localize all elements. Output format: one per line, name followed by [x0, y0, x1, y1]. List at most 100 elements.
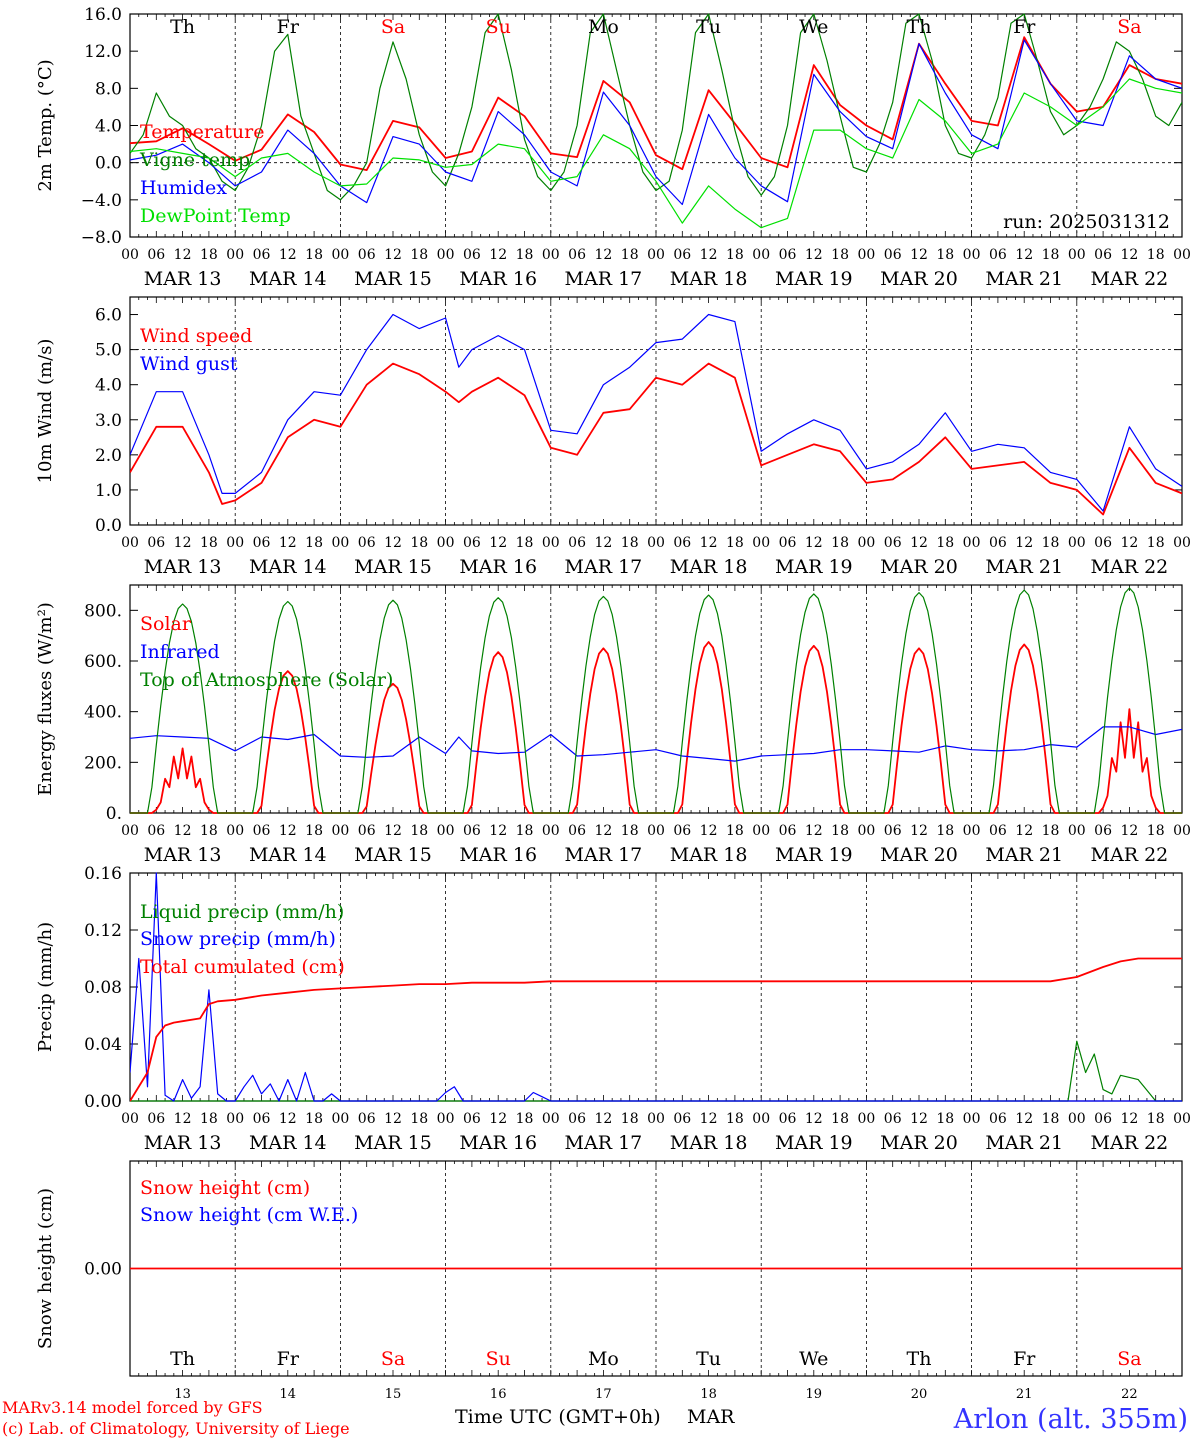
hour-tick-label: 18: [936, 1111, 954, 1127]
hour-tick-label: 18: [936, 823, 954, 839]
hour-tick-label: 06: [1094, 823, 1112, 839]
hour-tick-label: 12: [700, 823, 718, 839]
hour-tick-label: 12: [594, 823, 612, 839]
day-name-label: Tu: [696, 1348, 721, 1370]
hour-tick-label: 00: [121, 535, 139, 551]
date-label: MAR 17: [565, 1132, 643, 1154]
legend-entry: Wind speed: [140, 325, 252, 347]
y-tick-label: 5.0: [95, 341, 122, 361]
y-tick-label: 3.0: [95, 411, 122, 431]
panel-1: −8.0 −4.0 0.0 4.0 8.0 12.0 16.0 2m Temp. (°C) Te…: [35, 5, 1191, 290]
legend-entry: Wind gust: [140, 353, 238, 375]
hour-tick-label: 00: [437, 1111, 455, 1127]
y-tick-label: 0.04: [84, 1035, 122, 1055]
run-annotation: run: 2025031312: [1003, 211, 1170, 233]
series-line-temperature: [130, 36, 1182, 172]
day-name-label: Su: [486, 16, 511, 38]
hour-tick-label: 12: [384, 1111, 402, 1127]
hour-tick-label: 06: [568, 1111, 586, 1127]
hour-tick-label: 00: [437, 823, 455, 839]
y-tick-label: 16.0: [84, 5, 122, 25]
hour-tick-label: 12: [489, 535, 507, 551]
hour-tick-label: 00: [542, 247, 560, 263]
hour-tick-label: 12: [1015, 823, 1033, 839]
day-number-label: 16: [490, 1387, 507, 1402]
hour-tick-label: 06: [884, 247, 902, 263]
date-label: MAR 16: [459, 556, 537, 578]
hour-tick-label: 00: [331, 1111, 349, 1127]
day-name-label: Sa: [381, 1348, 405, 1370]
date-label: MAR 18: [670, 268, 748, 290]
hour-tick-label: 06: [779, 1111, 797, 1127]
hour-tick-label: 18: [621, 247, 639, 263]
panel-4: 0.00 0.04 0.08 0.12 0.16 Precip (mm/h) Liquid …: [35, 864, 1191, 1154]
series-line-total-cumulated-cm-: [130, 957, 1182, 1102]
y-tick-label: 1.0: [95, 481, 122, 501]
hour-tick-label: 12: [1120, 823, 1138, 839]
date-label: MAR 16: [459, 844, 537, 866]
y-axis-title: 2m Temp. (°C): [35, 59, 56, 191]
model-credit: MARv3.14 model forced by GFS: [2, 1398, 263, 1417]
hour-tick-label: 00: [647, 535, 665, 551]
hour-tick-label: 12: [384, 247, 402, 263]
hour-tick-label: 00: [857, 247, 875, 263]
hour-tick-label: 00: [1068, 247, 1086, 263]
hour-tick-label: 18: [831, 823, 849, 839]
series-line-humidex: [130, 39, 1182, 206]
hour-tick-label: 12: [489, 823, 507, 839]
hour-tick-label: 06: [568, 247, 586, 263]
hour-tick-label: 06: [463, 823, 481, 839]
hour-tick-label: 18: [305, 823, 323, 839]
x-axis-title: Time UTC (GMT+0h): [455, 1406, 661, 1428]
date-label: MAR 15: [354, 1132, 432, 1154]
hour-tick-label: 06: [358, 823, 376, 839]
day-name-label: Sa: [1117, 1348, 1141, 1370]
hour-tick-label: 12: [910, 1111, 928, 1127]
hour-tick-label: 00: [752, 247, 770, 263]
hour-tick-label: 12: [1120, 535, 1138, 551]
day-number-label: 14: [280, 1387, 297, 1402]
hour-tick-label: 18: [1042, 1111, 1060, 1127]
hour-tick-label: 06: [1094, 1111, 1112, 1127]
hour-tick-label: 00: [226, 247, 244, 263]
hour-tick-label: 06: [463, 1111, 481, 1127]
date-label: MAR 17: [565, 556, 643, 578]
y-tick-label: 12.0: [84, 42, 122, 62]
legend-entry: Snow height (cm W.E.): [140, 1204, 358, 1226]
hour-tick-label: 00: [542, 823, 560, 839]
series-line-wind-speed: [130, 362, 1182, 516]
series-line-top-of-atmosphere-solar-: [130, 587, 1182, 814]
hour-tick-label: 00: [1068, 823, 1086, 839]
day-number-label: 17: [595, 1387, 612, 1402]
date-label: MAR 14: [249, 844, 327, 866]
hour-tick-label: 18: [726, 1111, 744, 1127]
hour-tick-label: 00: [542, 535, 560, 551]
hour-tick-label: 12: [594, 1111, 612, 1127]
hour-tick-label: 06: [147, 247, 165, 263]
hour-tick-label: 12: [805, 247, 823, 263]
hour-tick-label: 00: [963, 1111, 981, 1127]
hour-tick-label: 00: [121, 823, 139, 839]
date-label: MAR 15: [354, 268, 432, 290]
y-tick-label: 8.0: [95, 79, 122, 99]
date-label: MAR 18: [670, 844, 748, 866]
y-tick-label: 0.0: [95, 154, 122, 174]
hour-tick-label: 06: [884, 1111, 902, 1127]
hour-tick-label: 06: [463, 535, 481, 551]
date-label: MAR 16: [459, 1132, 537, 1154]
hour-tick-label: 06: [253, 823, 271, 839]
hour-tick-label: 00: [1173, 247, 1191, 263]
day-name-label: Su: [486, 1348, 511, 1370]
hour-tick-label: 12: [1015, 247, 1033, 263]
date-label: MAR 21: [985, 1132, 1063, 1154]
y-axis-title: Snow height (cm): [35, 1188, 56, 1349]
hour-tick-label: 18: [200, 823, 218, 839]
day-number-label: 18: [700, 1387, 717, 1402]
hour-tick-label: 18: [726, 247, 744, 263]
date-label: MAR 21: [985, 556, 1063, 578]
hour-tick-label: 12: [910, 535, 928, 551]
date-label: MAR 22: [1091, 1132, 1169, 1154]
hour-tick-label: 12: [910, 823, 928, 839]
hour-tick-label: 00: [752, 823, 770, 839]
